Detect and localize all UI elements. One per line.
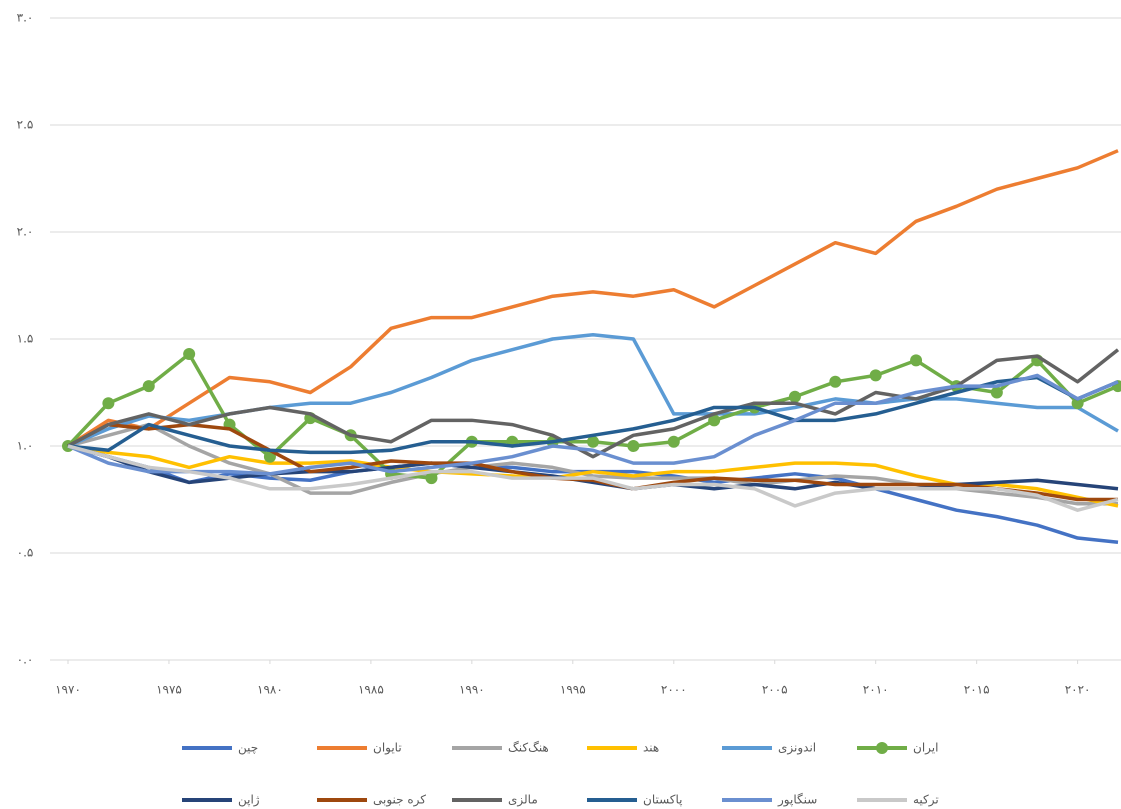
- series-marker: [869, 369, 882, 382]
- legend-label: تایوان: [373, 741, 402, 756]
- series-line: [67, 422, 1118, 502]
- series-marker: [142, 380, 155, 393]
- y-tick-label: ۱.۰: [17, 439, 34, 453]
- series-marker: [425, 472, 438, 485]
- x-tick-label: ۱۹۷۵: [156, 683, 182, 697]
- legend-label: پاکستان: [643, 793, 683, 807]
- legend-label: کره جنوبی: [373, 793, 426, 808]
- x-tick-label: ۲۰۲۰: [1065, 683, 1091, 697]
- legend-label: مالزی: [508, 793, 538, 808]
- series-marker: [910, 354, 923, 367]
- legend-label: سنگاپور: [777, 793, 817, 808]
- series-marker: [183, 347, 196, 360]
- series-marker: [667, 435, 680, 448]
- series-marker: [1071, 397, 1084, 410]
- legend-label: اندونزی: [778, 741, 816, 756]
- series-marker: [788, 390, 801, 403]
- series-marker: [102, 397, 115, 410]
- series-marker: [708, 414, 721, 427]
- y-tick-label: ۱.۵: [17, 332, 34, 346]
- legend-label: ایران: [913, 741, 938, 756]
- x-tick-label: ۱۹۸۵: [358, 683, 384, 697]
- series-line: [67, 149, 1119, 448]
- y-tick-label: ۰.۵: [17, 546, 34, 560]
- legend-marker: [876, 742, 888, 754]
- y-tick-label: ۰.۰: [17, 653, 34, 667]
- y-tick-label: ۲.۵: [17, 118, 34, 132]
- legend-label: ترکیه: [913, 793, 939, 808]
- x-tick-label: ۲۰۱۰: [863, 683, 889, 697]
- x-tick-label: ۲۰۰۰: [661, 683, 687, 697]
- legend-label: هنگ‌کنگ: [508, 741, 549, 755]
- legend-label: چین: [238, 741, 258, 756]
- x-tick-label: ۱۹۹۰: [459, 683, 485, 697]
- x-tick-label: ۱۹۹۵: [560, 683, 586, 697]
- series-marker: [587, 435, 599, 448]
- series-marker: [627, 440, 640, 452]
- legend-label: ژاپن: [238, 793, 260, 808]
- x-tick-label: ۲۰۰۵: [762, 683, 788, 697]
- x-tick-label: ۱۹۷۰: [55, 683, 81, 697]
- series-marker: [829, 375, 842, 388]
- legend-label: هند: [643, 741, 659, 755]
- y-tick-label: ۳.۰: [17, 11, 34, 25]
- y-tick-label: ۲.۰: [17, 225, 34, 239]
- x-tick-label: ۱۹۸۰: [257, 683, 283, 697]
- series-line: [67, 375, 1119, 455]
- series-marker: [990, 386, 1003, 399]
- series-line: [67, 444, 1119, 512]
- x-tick-label: ۲۰۱۵: [964, 683, 990, 697]
- series-line: [67, 373, 1119, 476]
- series-line: [67, 444, 1119, 508]
- series-line: [67, 348, 1120, 459]
- series-line: [67, 444, 1119, 491]
